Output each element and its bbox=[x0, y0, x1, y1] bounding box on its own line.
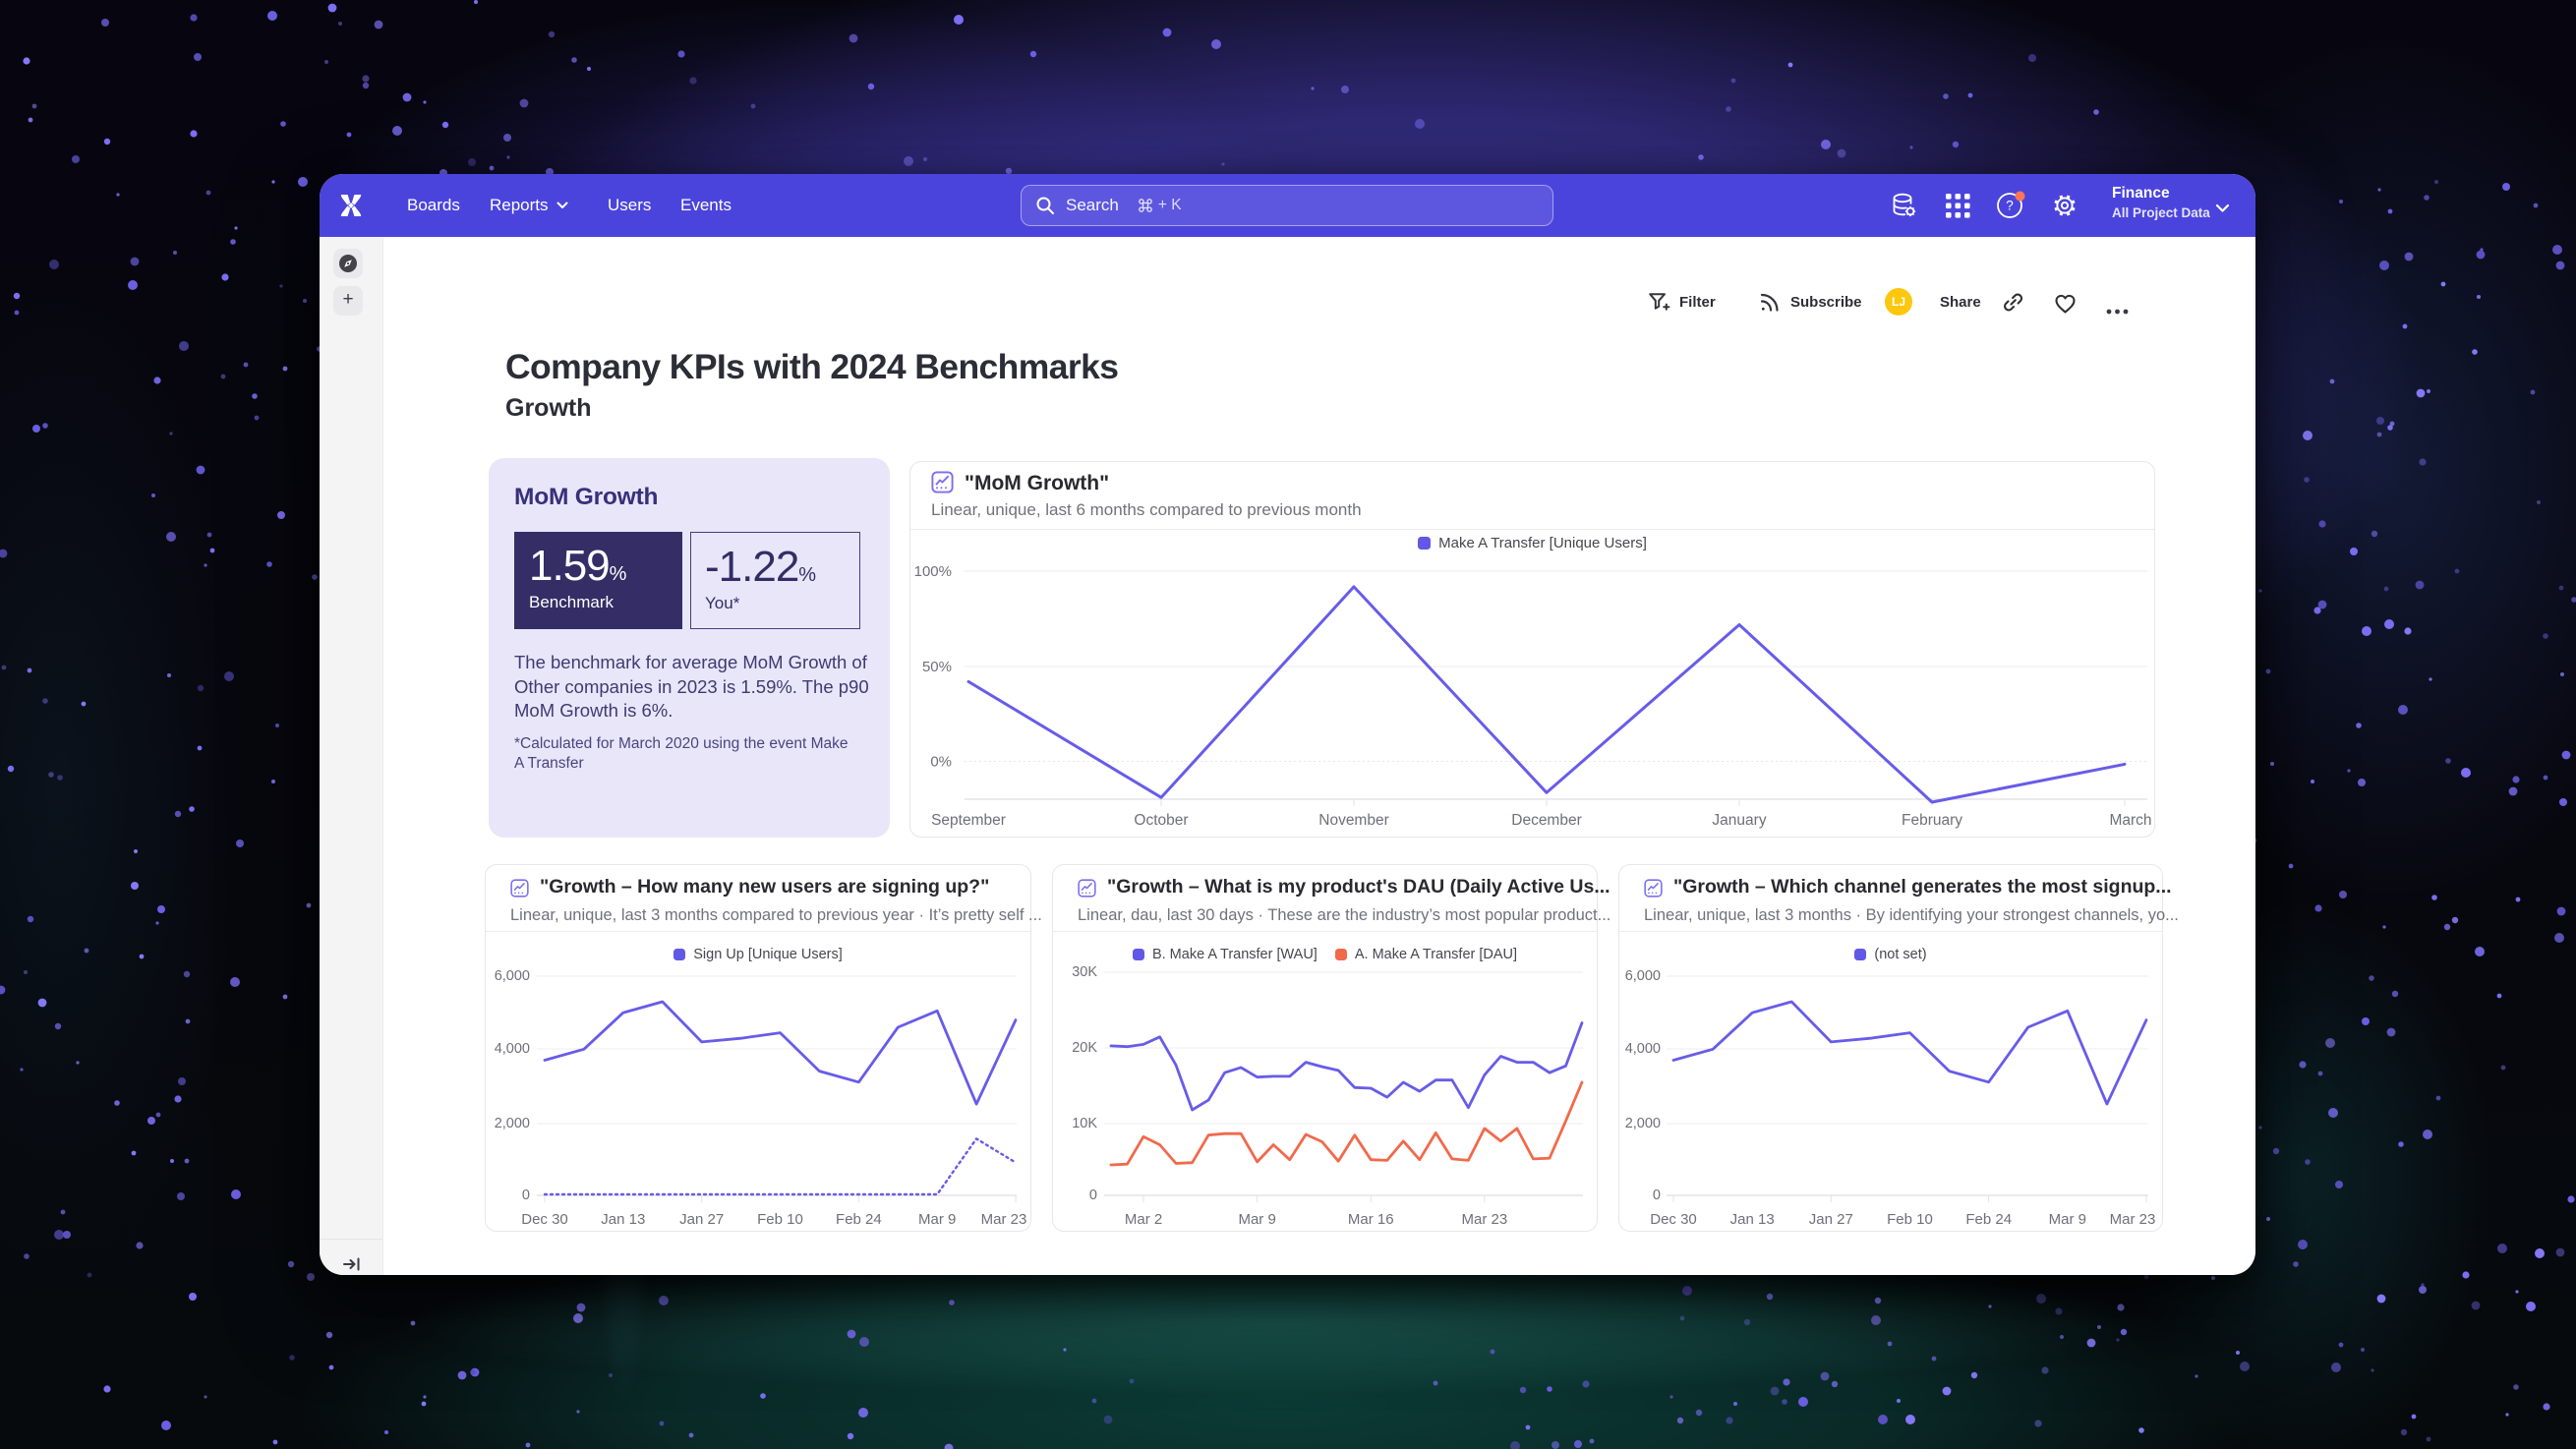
svg-text:Jan 27: Jan 27 bbox=[1809, 1211, 1853, 1228]
svg-text:Mar 16: Mar 16 bbox=[1348, 1211, 1394, 1228]
svg-text:4,000: 4,000 bbox=[1625, 1041, 1661, 1057]
svg-text:Dec 30: Dec 30 bbox=[521, 1211, 568, 1228]
svg-text:100%: 100% bbox=[914, 563, 952, 580]
svg-text:4,000: 4,000 bbox=[495, 1041, 530, 1057]
svg-text:Jan 13: Jan 13 bbox=[601, 1211, 645, 1228]
svg-text:2,000: 2,000 bbox=[495, 1116, 530, 1131]
svg-text:6,000: 6,000 bbox=[1625, 968, 1661, 984]
svg-text:Jan 13: Jan 13 bbox=[1730, 1211, 1775, 1228]
svg-text:Jan 27: Jan 27 bbox=[679, 1211, 724, 1228]
svg-text:Feb 24: Feb 24 bbox=[836, 1211, 882, 1228]
svg-text:Mar 23: Mar 23 bbox=[981, 1211, 1027, 1228]
svg-text:September: September bbox=[931, 812, 1006, 829]
svg-text:Mar 9: Mar 9 bbox=[1238, 1211, 1275, 1228]
svg-text:20K: 20K bbox=[1072, 1040, 1097, 1056]
svg-text:2,000: 2,000 bbox=[1625, 1116, 1661, 1131]
svg-text:0: 0 bbox=[522, 1188, 530, 1203]
svg-text:December: December bbox=[1511, 812, 1582, 829]
svg-text:January: January bbox=[1712, 812, 1766, 829]
svg-text:February: February bbox=[1902, 812, 1962, 829]
svg-text:Mar 23: Mar 23 bbox=[1462, 1211, 1508, 1228]
svg-text:10K: 10K bbox=[1072, 1116, 1097, 1131]
svg-text:October: October bbox=[1134, 812, 1188, 829]
svg-text:6,000: 6,000 bbox=[495, 968, 530, 984]
svg-text:Mar 9: Mar 9 bbox=[2049, 1211, 2086, 1228]
svg-text:Mar 2: Mar 2 bbox=[1125, 1211, 1162, 1228]
svg-text:?: ? bbox=[2006, 199, 2014, 213]
svg-text:50%: 50% bbox=[922, 659, 952, 675]
svg-text:0: 0 bbox=[1653, 1188, 1661, 1203]
svg-text:0: 0 bbox=[1089, 1188, 1097, 1203]
svg-text:Mar 23: Mar 23 bbox=[2110, 1211, 2156, 1228]
svg-text:Mar 9: Mar 9 bbox=[918, 1211, 956, 1228]
svg-text:Feb 10: Feb 10 bbox=[757, 1211, 803, 1228]
svg-text:Feb 24: Feb 24 bbox=[1965, 1211, 2012, 1228]
svg-text:0%: 0% bbox=[930, 754, 952, 771]
svg-text:November: November bbox=[1318, 812, 1389, 829]
svg-text:March: March bbox=[2109, 812, 2151, 829]
svg-text:Dec 30: Dec 30 bbox=[1650, 1211, 1697, 1228]
svg-text:30K: 30K bbox=[1072, 964, 1097, 980]
svg-text:Feb 10: Feb 10 bbox=[1887, 1211, 1933, 1228]
